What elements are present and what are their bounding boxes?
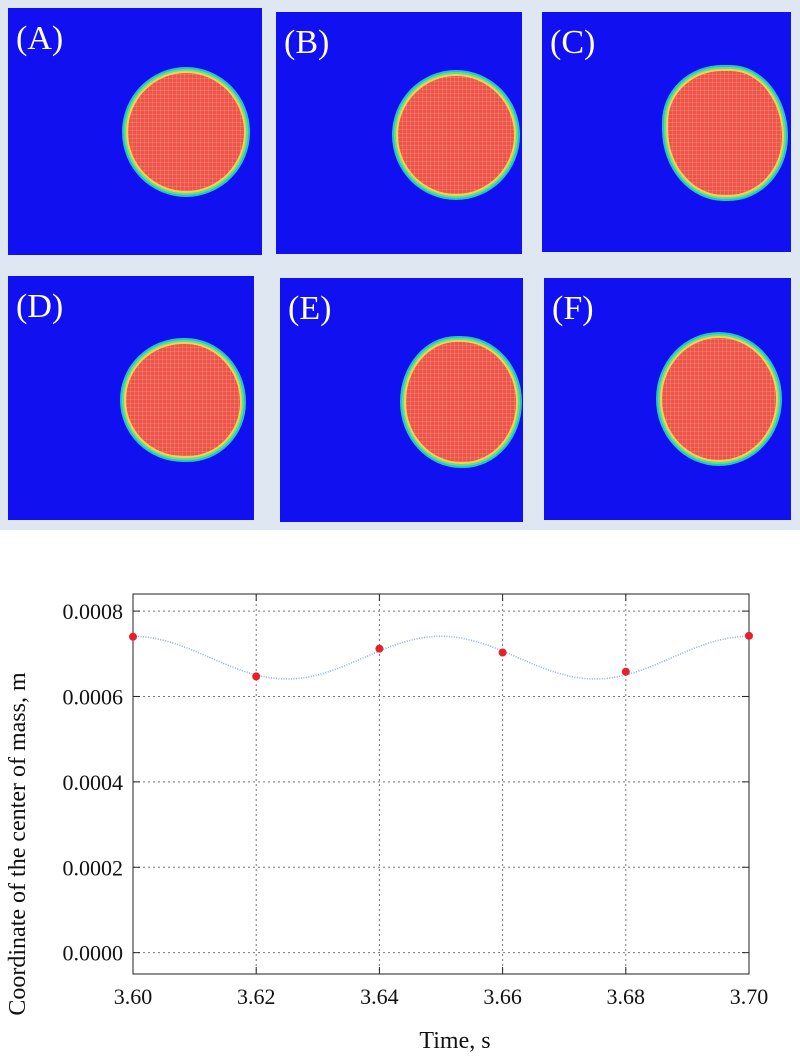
- y-tick-label: 0.0006: [63, 684, 124, 709]
- data-point: [498, 648, 507, 657]
- droplet: [404, 340, 518, 464]
- x-axis-title: Time, s: [419, 1028, 490, 1054]
- data-point: [252, 672, 261, 681]
- panel-b: (B): [276, 12, 522, 254]
- droplet: [124, 342, 242, 458]
- x-tick-label: 3.66: [483, 984, 522, 1009]
- data-point: [375, 644, 384, 653]
- center-of-mass-chart: 3.60 3.62 3.64 3.66 3.68 3.70 0.0000 0.0002 0.00…: [5, 593, 769, 1054]
- plot-frame: [132, 593, 750, 975]
- panel-f: (F): [544, 278, 791, 520]
- y-tick-label: 0.0000: [63, 941, 124, 966]
- series-line: [132, 635, 750, 680]
- droplet: [126, 71, 246, 193]
- panel-label: (A): [16, 20, 64, 57]
- data-points: [129, 631, 753, 681]
- x-tick-label: 3.62: [237, 984, 276, 1009]
- panel-c: (C): [542, 12, 791, 252]
- y-tick-label: 0.0002: [63, 855, 124, 880]
- simulation-panels: (A) (B) (C) (D) (E) (F): [0, 0, 800, 530]
- panel-label: (D): [16, 288, 64, 325]
- panel-label: (B): [284, 24, 330, 61]
- grid-lines: [133, 594, 749, 974]
- droplet: [666, 69, 784, 197]
- x-tick-label: 3.60: [114, 984, 153, 1009]
- panel-label: (C): [550, 24, 596, 61]
- panel-e: (E): [280, 278, 523, 522]
- y-tick-label: 0.0004: [63, 770, 124, 795]
- panel-d: (D): [8, 276, 254, 520]
- y-tick-label: 0.0008: [63, 599, 124, 624]
- panel-label: (F): [552, 290, 594, 327]
- droplet: [396, 74, 516, 196]
- x-tick-label: 3.64: [360, 984, 399, 1009]
- x-tick-label: 3.70: [730, 984, 769, 1009]
- droplet: [660, 336, 778, 462]
- panel-a: (A): [8, 8, 262, 255]
- x-tick-label: 3.68: [607, 984, 646, 1009]
- data-point: [745, 631, 753, 640]
- data-point: [129, 632, 137, 641]
- y-axis-title: Coordinate of the center of mass, m: [5, 672, 31, 1016]
- axis-ticks: 3.60 3.62 3.64 3.66 3.68 3.70 0.0000 0.0002 0.00…: [63, 594, 769, 1009]
- panel-label: (E): [288, 290, 332, 327]
- series-curve-layer: [132, 635, 750, 680]
- data-point: [621, 667, 630, 676]
